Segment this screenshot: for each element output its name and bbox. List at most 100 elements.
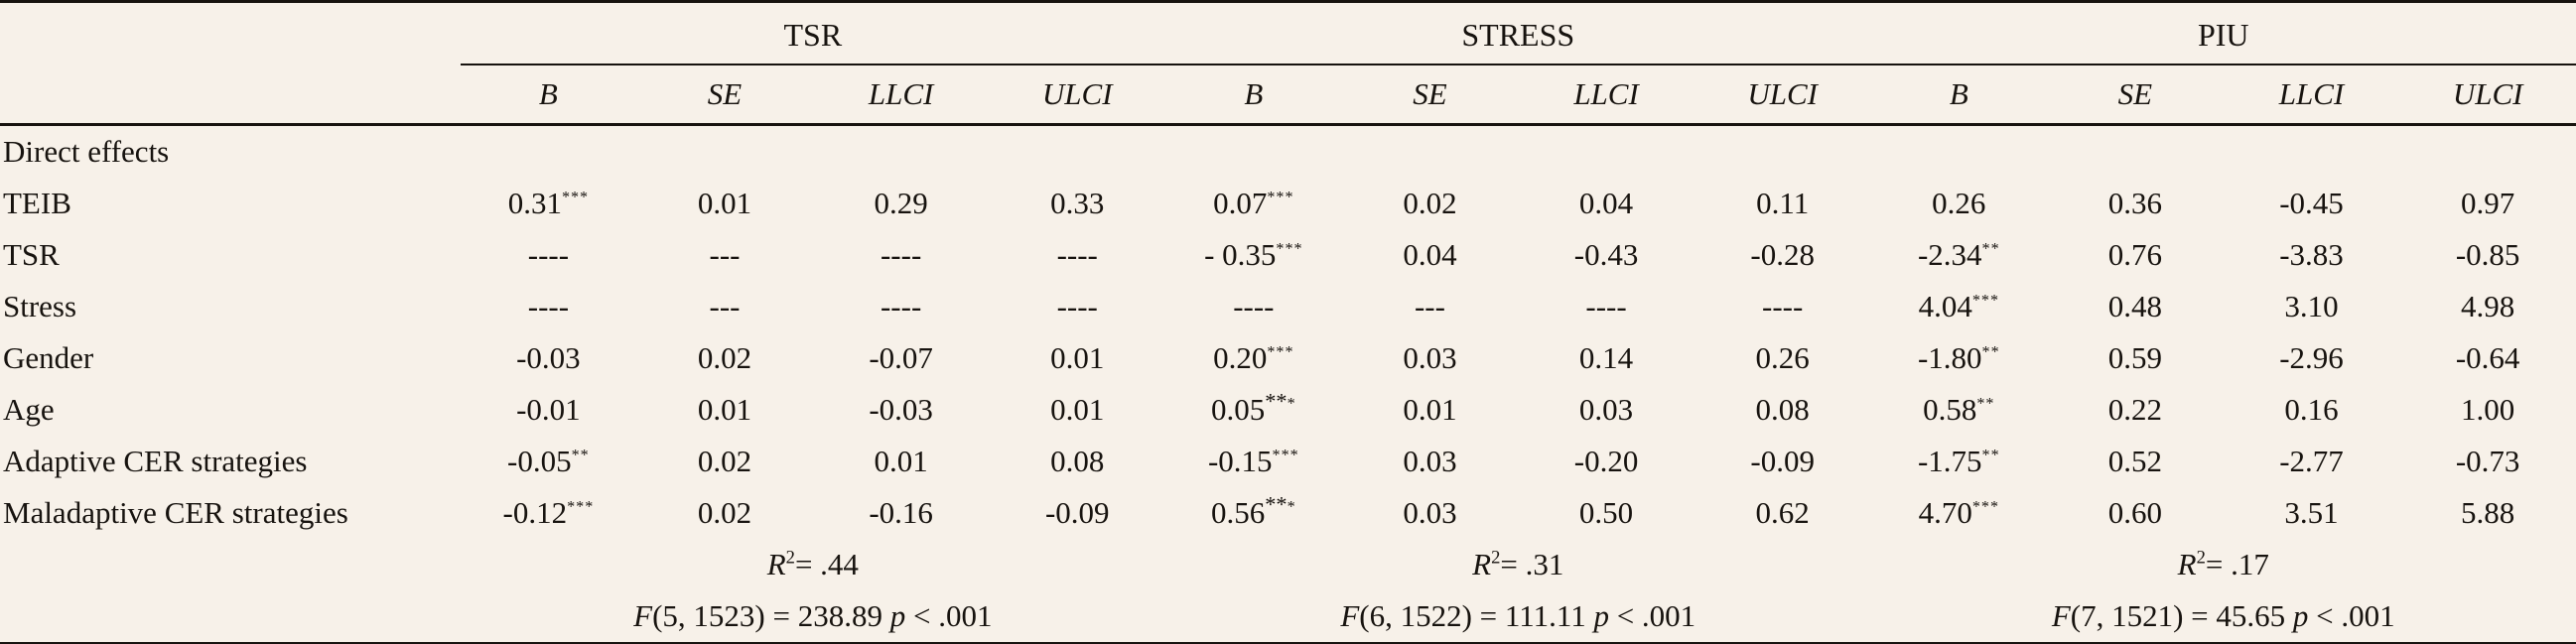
row-label: Adaptive CER strategies <box>3 444 308 478</box>
table-cell: -2.96 <box>2279 340 2344 375</box>
table-cell: 0.04 <box>1403 237 1457 272</box>
r-squared-value: R2= .44 <box>766 547 859 581</box>
significance-stars: ** <box>1265 388 1288 414</box>
table-cell: -0.09 <box>1750 444 1815 478</box>
table-cell: 4.04*** <box>1918 289 1999 323</box>
table-cell: 5.88 <box>2461 495 2515 530</box>
table-cell: 1.00 <box>2461 392 2515 427</box>
table-row: TEIB 0.31*** 0.01 0.29 0.33 0.07*** 0.02 0.04 0.… <box>0 178 2576 229</box>
column-header-b: B <box>460 64 637 126</box>
table-row: Stress ---- --- ---- ---- ---- --- ---- ---- 4.04… <box>0 281 2576 332</box>
column-header-llci: LLCI <box>1518 64 1695 126</box>
f-statistic-value: F(6, 1522) = 111.11 p < .001 <box>1340 598 1696 633</box>
table-cell: 0.07*** <box>1213 186 1294 220</box>
table-cell: ---- <box>527 237 570 272</box>
table-row: Age -0.01 0.01 -0.03 0.01 0.05*** 0.01 0.03 0.08… <box>0 384 2576 436</box>
table-cell: -2.77 <box>2279 444 2344 478</box>
table-cell: -0.64 <box>2455 340 2520 375</box>
r-exponent: 2 <box>1491 547 1501 569</box>
table-cell: 0.48 <box>2107 289 2163 323</box>
r-exponent: 2 <box>785 547 795 569</box>
table-row: TSR ---- --- ---- ---- - 0.35*** 0.04 -0.43 -0.2… <box>0 229 2576 281</box>
r-squared-value: R2= .31 <box>1472 547 1564 581</box>
table-cell: 0.31*** <box>507 186 590 220</box>
column-header-se: SE <box>2047 64 2224 126</box>
table-cell: -1.80** <box>1917 340 2000 375</box>
row-label: Stress <box>3 289 77 323</box>
f-symbol: F <box>1340 598 1360 633</box>
table-cell: 0.20*** <box>1213 340 1294 375</box>
significance-stars: *** <box>1272 447 1299 464</box>
corner-cell <box>0 64 461 126</box>
section-label: Direct effects <box>3 134 170 169</box>
table-cell: -0.09 <box>1044 495 1110 530</box>
significance-stars: *** <box>1267 343 1294 361</box>
significance-stars: ** <box>1981 447 2000 464</box>
significance-stars: ** <box>1981 240 2000 258</box>
table-cell: 0.01 <box>874 444 928 478</box>
significance-stars: ** <box>1981 343 2000 361</box>
significance-stars: *** <box>1971 498 1999 516</box>
table-cell: 0.03 <box>1578 392 1634 427</box>
r-symbol: R <box>766 547 786 581</box>
table-cell: --- <box>709 289 741 323</box>
table-cell: ---- <box>880 237 922 272</box>
r-symbol: R <box>2177 547 2197 581</box>
table-cell: 0.05*** <box>1211 388 1296 427</box>
table-cell: ---- <box>1233 289 1275 323</box>
row-label: TEIB <box>3 186 71 220</box>
p-symbol: p <box>2292 598 2309 633</box>
table-row: Maladaptive CER strategies -0.12*** 0.02 -0… <box>0 487 2576 539</box>
table-cell: 0.02 <box>697 495 752 530</box>
table-cell: 0.50 <box>1578 495 1634 530</box>
column-header-ulci: ULCI <box>989 64 1166 126</box>
row-label: Age <box>3 392 55 427</box>
column-header-ulci: ULCI <box>2399 64 2576 126</box>
table-cell: 0.02 <box>697 340 752 375</box>
table-cell: 0.14 <box>1578 340 1634 375</box>
f-statistic-value: F(7, 1521) = 45.65 p < .001 <box>2051 598 2395 633</box>
table-cell: - 0.35*** <box>1204 237 1303 272</box>
significance-stars: ** <box>1976 395 1995 413</box>
table-cell: 0.26 <box>1932 186 1986 220</box>
table-cell: 4.70*** <box>1918 495 1999 530</box>
column-header-llci: LLCI <box>2223 64 2400 126</box>
table-cell: 0.60 <box>2107 495 2163 530</box>
table-cell: 0.03 <box>1403 340 1457 375</box>
table-cell: 3.10 <box>2284 289 2339 323</box>
table-cell: ---- <box>1585 289 1627 323</box>
table-cell: -0.43 <box>1573 237 1639 272</box>
table-cell: ---- <box>1056 237 1098 272</box>
table-cell: -0.16 <box>869 495 933 530</box>
r-exponent: 2 <box>2196 547 2206 569</box>
table-cell: 0.02 <box>1403 186 1457 220</box>
table-cell: 0.22 <box>2107 392 2163 427</box>
table-cell: 0.36 <box>2107 186 2163 220</box>
table-row: Gender -0.03 0.02 -0.07 0.01 0.20*** 0.03 0.14 0… <box>0 332 2576 384</box>
column-header-llci: LLCI <box>812 64 990 126</box>
row-label: TSR <box>3 237 60 272</box>
column-header-ulci: ULCI <box>1694 64 1871 126</box>
table-cell: --- <box>709 237 741 272</box>
table-cell: 0.33 <box>1050 186 1105 220</box>
table-cell: -0.45 <box>2279 186 2344 220</box>
group-header: TSR <box>460 1 1166 65</box>
table-cell: 0.26 <box>1755 340 1810 375</box>
table-cell: 0.01 <box>697 186 752 220</box>
table-cell: 0.04 <box>1578 186 1634 220</box>
table-cell: ---- <box>880 289 922 323</box>
group-header-row: TSR STRESS PIU <box>0 1 2576 65</box>
significance-stars: *** <box>567 498 595 516</box>
table-header: TSR STRESS PIU B SE LLCI ULCI B SE LLCI ULCI B SE LL… <box>0 1 2576 126</box>
table-cell: 0.62 <box>1755 495 1810 530</box>
row-label: Gender <box>3 340 94 375</box>
table-cell: 4.98 <box>2461 289 2515 323</box>
table-cell: 0.76 <box>2107 237 2163 272</box>
table-row: Adaptive CER strategies -0.05** 0.02 0.01 0.… <box>0 436 2576 487</box>
table-cell: 0.02 <box>697 444 752 478</box>
table-body: Direct effects TEIB 0.31*** 0.01 0.29 0.33 0.0… <box>0 125 2576 644</box>
column-header-b: B <box>1165 64 1342 126</box>
table-cell: 0.03 <box>1403 495 1457 530</box>
